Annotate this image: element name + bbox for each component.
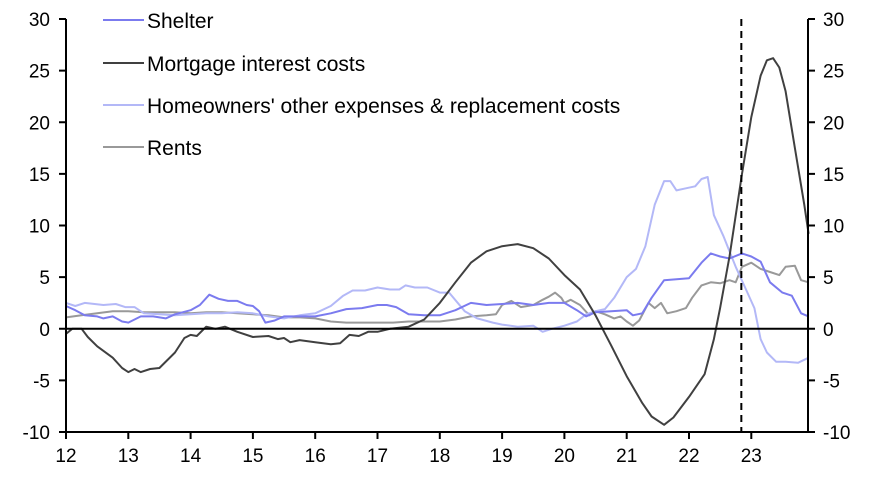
right-y-tick-label: 25 — [823, 62, 844, 83]
left-y-tick-label: 5 — [39, 268, 50, 289]
x-tick-label: 22 — [678, 446, 699, 467]
x-tick-label: 15 — [242, 446, 263, 467]
left-y-tick-label: -5 — [33, 371, 50, 392]
left-y-tick-label: 30 — [29, 10, 50, 31]
x-tick-label: 21 — [616, 446, 637, 467]
x-tick-label: 23 — [741, 446, 762, 467]
right-y-tick-label: 5 — [823, 268, 834, 289]
right-y-tick-label: -10 — [823, 423, 850, 444]
x-tick-label: 17 — [367, 446, 388, 467]
right-y-tick-label: 20 — [823, 113, 844, 134]
legend-label: Mortgage interest costs — [147, 53, 365, 76]
left-y-tick-label: 0 — [39, 320, 50, 341]
right-y-tick-label: 30 — [823, 10, 844, 31]
left-y-tick-label: -10 — [23, 423, 50, 444]
series-line-homeowners-other-expenses-replacement-costs — [65, 176, 810, 364]
left-y-tick-label: 10 — [29, 217, 50, 238]
left-y-tick-label: 20 — [29, 113, 50, 134]
left-y-tick-label: 25 — [29, 62, 50, 83]
right-y-tick-label: 15 — [823, 165, 844, 186]
x-tick-label: 13 — [118, 446, 139, 467]
right-y-tick-label: -5 — [823, 371, 840, 392]
x-tick-label: 19 — [492, 446, 513, 467]
x-tick-label: 14 — [180, 446, 202, 467]
left-y-tick-label: 15 — [29, 165, 50, 186]
right-y-tick-label: 10 — [823, 217, 844, 238]
right-y-tick-label: 0 — [823, 320, 834, 341]
legend-label: Shelter — [147, 10, 214, 33]
x-tick-label: 18 — [429, 446, 450, 467]
series-line-shelter — [65, 252, 809, 324]
legend-label: Rents — [147, 137, 202, 160]
x-tick-label: 16 — [305, 446, 326, 467]
legend-label: Homeowners' other expenses & replacement… — [147, 95, 620, 118]
series-line-rents — [65, 261, 809, 327]
x-tick-label: 12 — [55, 446, 76, 467]
x-tick-label: 20 — [554, 446, 575, 467]
legend: Shelter Mortgage interest costs Homeowners… — [103, 10, 620, 160]
